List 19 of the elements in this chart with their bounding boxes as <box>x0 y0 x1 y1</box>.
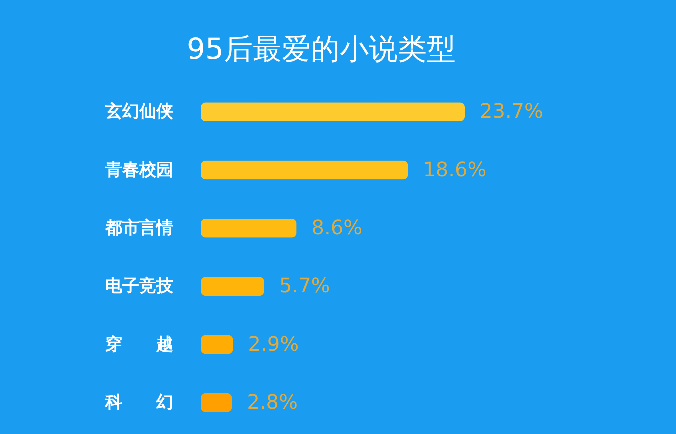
data-label: 8.6% <box>312 215 363 240</box>
bar <box>201 335 234 354</box>
y-tick-label: 都市言情 <box>104 218 174 238</box>
y-tick-label: 科 幻 <box>104 392 174 413</box>
y-tick-label: 玄幻仙侠 <box>104 102 174 122</box>
bar <box>201 102 465 122</box>
data-label: 5.7% <box>279 274 330 298</box>
bar <box>201 393 232 412</box>
data-label: 23.7% <box>480 99 544 124</box>
y-tick-label: 青春校园 <box>104 160 174 180</box>
chart-title: 95后最爱的小说类型 <box>187 32 456 66</box>
data-label: 2.8% <box>247 390 298 414</box>
y-tick-label: 穿 越 <box>104 334 174 355</box>
y-tick-label: 电子竞技 <box>106 276 174 297</box>
bar <box>201 160 408 180</box>
bar <box>201 277 264 296</box>
data-label: 18.6% <box>423 157 487 182</box>
data-label: 2.9% <box>248 332 300 356</box>
bar <box>201 218 297 238</box>
